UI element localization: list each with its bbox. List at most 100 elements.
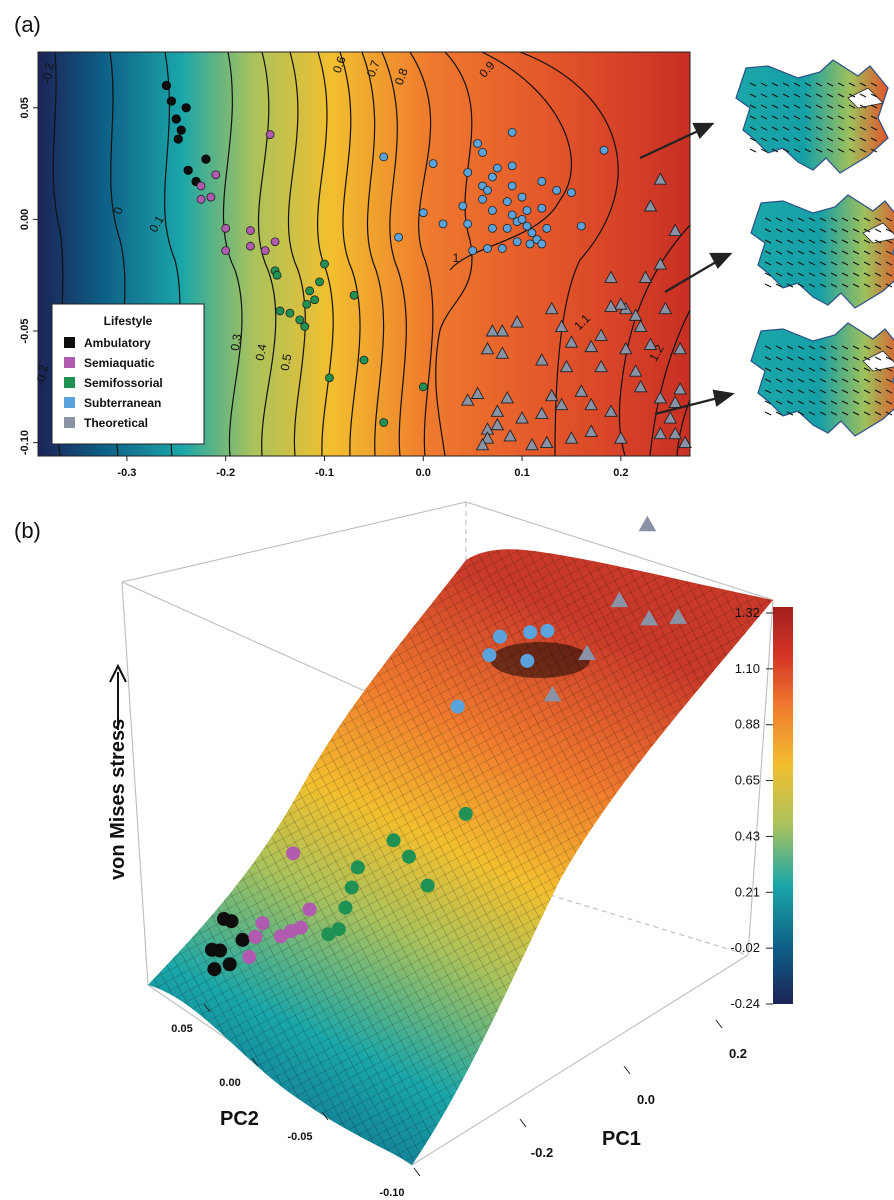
vector-arrow	[826, 104, 834, 109]
legend-swatch-theoretical	[64, 417, 75, 428]
vector-arrow	[797, 261, 805, 266]
vector-arrow	[760, 126, 768, 131]
point-theoretical	[673, 382, 687, 395]
vector-arrow	[764, 283, 772, 288]
vector-arrow	[885, 378, 893, 383]
point-theoretical	[584, 424, 598, 437]
point-semifossorial	[300, 322, 310, 331]
vector-arrow	[760, 148, 768, 153]
vector-arrow	[749, 137, 757, 142]
point-theoretical	[544, 301, 559, 315]
vector-arrow	[775, 217, 783, 222]
contour-line	[649, 309, 690, 456]
point-subterranean	[522, 221, 532, 231]
vector-arrow	[830, 261, 838, 266]
arrow-middle-head	[709, 252, 733, 269]
point-semifossorial	[302, 299, 312, 309]
point-semifossorial	[344, 880, 359, 895]
point-theoretical	[628, 308, 643, 321]
vector-arrow	[874, 411, 882, 416]
vector-arrow	[771, 115, 779, 120]
vector-arrow	[852, 228, 860, 233]
contour-line	[222, 52, 243, 456]
vector-arrow	[841, 411, 849, 416]
z-axis-arrowhead	[109, 663, 127, 683]
vector-arrow	[852, 378, 860, 383]
vector-arrow	[804, 148, 812, 153]
vector-arrow	[771, 82, 779, 87]
point-semiaquatic	[273, 929, 288, 944]
vector-arrow	[782, 93, 790, 98]
vector-arrow	[808, 400, 816, 405]
point-subterranean	[468, 246, 478, 256]
vector-arrow	[764, 250, 772, 255]
vector-arrow	[863, 239, 871, 244]
colorbar-tick-label: -0.02	[730, 940, 760, 955]
shape-vectors	[764, 217, 893, 288]
vector-arrow	[764, 228, 772, 233]
vector-arrow	[830, 217, 838, 222]
point-theoretical	[480, 341, 495, 355]
point-subterranean	[473, 139, 483, 148]
point-subterranean	[483, 185, 492, 195]
vector-arrow	[874, 356, 882, 361]
panel-a: (a) -0.200.10.30.40.50.6 0.7 0.8 0.911.11.2…	[14, 12, 894, 479]
vector-arrow	[808, 239, 816, 244]
vector-arrow	[797, 367, 805, 372]
point-theoretical	[515, 411, 529, 424]
vector-arrow	[830, 283, 838, 288]
point-theoretical	[678, 435, 692, 449]
vector-arrow	[815, 82, 823, 87]
legend-swatch-semiaquatic	[64, 357, 75, 368]
deformation-shape	[750, 322, 894, 437]
point-theoretical	[564, 335, 579, 348]
vector-arrow	[760, 115, 768, 120]
vector-arrow	[749, 104, 757, 109]
vector-arrow	[852, 272, 860, 277]
vector-arrow	[830, 411, 838, 416]
vector-arrow	[874, 400, 882, 405]
colorbar: 1.32 1.10 0.88 0.65 0.43 0.21 -0.02 -0.24	[730, 605, 793, 1011]
vector-arrow	[830, 378, 838, 383]
point-ambulatory	[161, 80, 172, 91]
contour-label: 0.8	[392, 66, 411, 87]
surface-mesh	[148, 549, 773, 1165]
pc2-tick-label: 0.05	[171, 1023, 192, 1035]
shape-vectors	[764, 345, 893, 416]
vector-arrow	[764, 239, 772, 244]
shape-cavity	[862, 222, 894, 244]
arrow-top	[639, 130, 699, 159]
point-ambulatory	[201, 154, 211, 164]
vector-arrow	[782, 137, 790, 142]
vector-arrow	[804, 115, 812, 120]
y-tick-label: 0.00	[19, 209, 31, 230]
vector-arrow	[775, 411, 783, 416]
vector-arrow	[852, 367, 860, 372]
point-theoretical	[500, 391, 515, 404]
vector-arrow	[819, 239, 827, 244]
vector-arrow	[885, 389, 893, 394]
vector-arrow	[819, 356, 827, 361]
vector-arrow	[874, 367, 882, 372]
point-semiaquatic	[255, 916, 270, 931]
point-theoretical	[495, 346, 510, 359]
vector-arrow	[863, 228, 871, 233]
point-ambulatory	[224, 914, 239, 929]
inset-arrows	[639, 122, 735, 416]
point-subterranean	[492, 163, 502, 173]
vector-arrow	[775, 378, 783, 383]
vector-arrow	[841, 283, 849, 288]
vector-arrow	[764, 378, 772, 383]
point-subterranean	[507, 127, 517, 137]
vector-arrow	[771, 93, 779, 98]
contour-line	[381, 52, 407, 456]
contour-label: 1	[453, 251, 460, 265]
vector-arrow	[815, 104, 823, 109]
panel-a-y-axis: 0.05 0.00 -0.05 -0.10	[19, 97, 38, 455]
vector-arrow	[760, 137, 768, 142]
vector-arrow	[793, 104, 801, 109]
point-theoretical	[658, 301, 673, 315]
vector-arrow	[863, 356, 871, 361]
point-theoretical	[668, 426, 682, 440]
vector-arrow	[863, 378, 871, 383]
